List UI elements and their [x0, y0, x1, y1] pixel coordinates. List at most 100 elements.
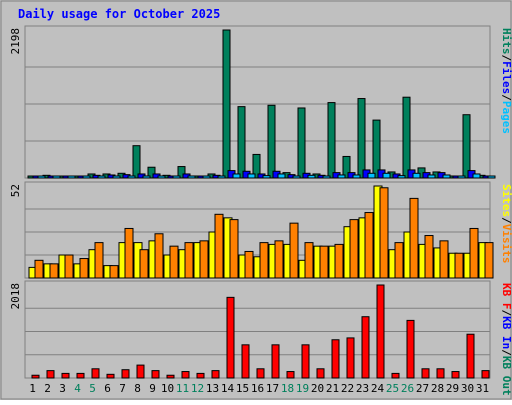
bar-pages [487, 175, 496, 179]
bar-pages [97, 175, 106, 179]
legend-label: Sites/Visits [500, 184, 512, 264]
bar-pages [277, 173, 286, 179]
bar-kb-f [406, 319, 415, 379]
chart-title: Daily usage for October 2025 [18, 7, 220, 21]
bar-sites [184, 242, 194, 279]
x-tick-label: 13 [206, 382, 219, 395]
bar-pages [82, 175, 91, 179]
x-tick-label: 3 [59, 382, 66, 395]
bar-kb-f [106, 373, 115, 379]
bar-pages [292, 175, 301, 179]
y-max-label: 52 [9, 184, 22, 197]
bar-kb-f [376, 284, 385, 379]
bar-sites [199, 240, 209, 279]
legend-entry: KB In [500, 316, 512, 349]
legend-entry: Hits [500, 28, 512, 55]
x-tick-label: 30 [461, 382, 474, 395]
bar-sites [349, 219, 359, 279]
bar-pages [427, 174, 436, 179]
x-tick-label: 5 [89, 382, 96, 395]
bar-kb-f [256, 368, 265, 379]
bar-pages [397, 175, 406, 179]
bar-sites [94, 242, 104, 279]
bar-pages [337, 174, 346, 179]
bar-kb-f [61, 372, 70, 379]
x-tick-label: 28 [431, 382, 444, 395]
bar-hits [267, 104, 276, 179]
bar-kb-f [391, 372, 400, 379]
bar-sites [364, 212, 374, 279]
x-tick-label: 22 [341, 382, 354, 395]
bar-sites [319, 245, 329, 279]
legend-entry: KB Out [500, 356, 512, 396]
bar-sites [109, 265, 119, 279]
bar-kb-f [451, 371, 460, 379]
bar-kb-f [31, 374, 40, 379]
bar-kb-f [46, 370, 55, 379]
legend-separator: / [500, 310, 512, 317]
bar-hits [132, 145, 141, 179]
bar-pages [172, 175, 181, 179]
bar-pages [307, 174, 316, 179]
bar-sites [289, 222, 299, 279]
bar-kb-f [241, 344, 250, 379]
x-tick-label: 1 [29, 382, 36, 395]
bar-pages [412, 172, 421, 179]
bar-kb-f [76, 372, 85, 379]
bar-hits [357, 98, 366, 179]
bar-sites [424, 235, 434, 279]
bar-kb-f [301, 344, 310, 379]
bar-sites [139, 249, 149, 279]
legend-entry: Files [500, 61, 512, 94]
bar-pages [457, 175, 466, 179]
bar-sites [469, 227, 479, 279]
x-tick-label: 10 [161, 382, 174, 395]
bar-pages [127, 175, 136, 179]
x-tick-label: 27 [416, 382, 429, 395]
bar-hits [462, 114, 471, 179]
bar-kb-f [211, 370, 220, 379]
x-tick-label: 19 [296, 382, 309, 395]
bar-sites [304, 242, 314, 279]
bar-pages [187, 175, 196, 179]
bar-hits [147, 166, 156, 179]
bar-hits [372, 119, 381, 179]
x-tick-label: 15 [236, 382, 249, 395]
x-tick-label: 16 [251, 382, 264, 395]
x-tick-label: 2 [44, 382, 51, 395]
x-tick-label: 23 [356, 382, 369, 395]
x-tick-label: 8 [134, 382, 141, 395]
x-tick-label: 17 [266, 382, 279, 395]
bar-pages [367, 172, 376, 179]
x-tick-label: 14 [221, 382, 235, 395]
bar-hits [297, 107, 306, 179]
bar-sites [409, 197, 419, 279]
legend-label: Hits/Files/Pages [500, 28, 512, 134]
x-tick-label: 31 [476, 382, 489, 395]
legend-separator: / [500, 55, 512, 62]
bar-sites [229, 219, 239, 279]
bar-pages [202, 175, 211, 179]
bar-pages [37, 175, 46, 179]
y-max-label: 2018 [9, 283, 22, 310]
bar-pages [382, 172, 391, 179]
bar-sites [169, 245, 179, 279]
bar-pages [112, 175, 121, 179]
bar-kb-f [226, 296, 235, 379]
bar-sites [34, 259, 44, 279]
x-tick-label: 26 [401, 382, 414, 395]
bar-sites [259, 242, 269, 279]
bar-pages [232, 173, 241, 179]
bar-sites [244, 250, 254, 279]
legend-entry: Pages [500, 101, 512, 134]
x-tick-label: 7 [119, 382, 126, 395]
bar-pages [442, 174, 451, 179]
bar-sites [64, 254, 74, 279]
bar-kb-f [151, 370, 160, 379]
legend-entry: Sites [500, 184, 512, 217]
x-tick-label: 29 [446, 382, 459, 395]
